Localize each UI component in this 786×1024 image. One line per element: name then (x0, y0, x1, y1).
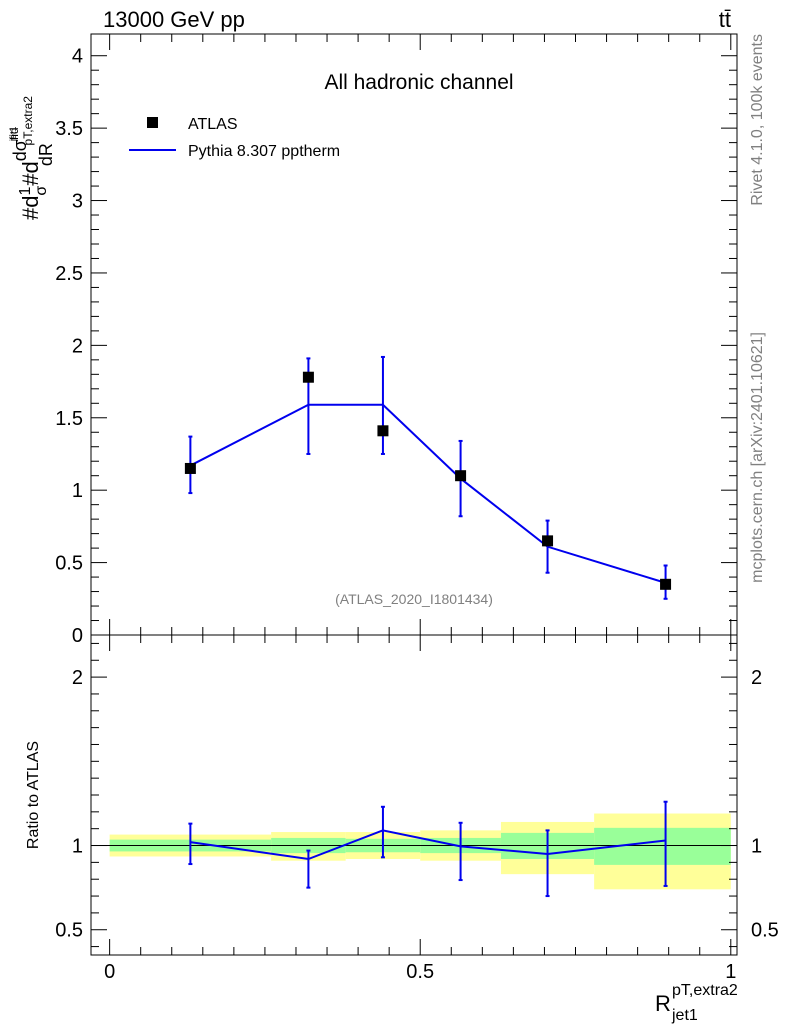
legend-atlas-label: ATLAS (188, 116, 238, 133)
x-axis-ticks: 0 0.5 1 (104, 34, 736, 983)
main-ytick-label-8: 4 (72, 46, 83, 68)
main-series (184, 355, 672, 600)
legend: ATLAS Pythia 8.307 pptherm (129, 116, 340, 160)
ratio-plot-frame (90, 634, 738, 956)
source-label: mcplots.cern.ch [arXiv:2401.10621] (749, 332, 766, 583)
main-ytick-label-0: 0 (72, 625, 83, 647)
atlas-point-0 (184, 462, 196, 474)
chart-title: All hadronic channel (324, 71, 513, 94)
ratio-y-axis-label: Ratio to ATLAS (25, 741, 42, 849)
xtick-label-0: 0 (104, 961, 115, 983)
atlas-point-4 (542, 535, 554, 547)
xtick-label-2: 1 (725, 961, 736, 983)
main-ytick-label-6: 3 (72, 191, 83, 213)
ratio-ytick-label-right-2: 2 (751, 667, 762, 689)
main-ytick-label-3: 1.5 (55, 408, 83, 430)
ratio-series (188, 800, 668, 898)
main-ytick-label-2: 1 (72, 480, 83, 502)
xtick-label-1: 0.5 (406, 961, 434, 983)
ratio-line (190, 829, 666, 861)
atlas-point-5 (660, 578, 672, 590)
svg-text:#d1σ#ddσfidpT,extra2dRjet1: #d1σ#ddσfidpT,extra2dRjet1 (7, 96, 56, 220)
atlas-point-2 (377, 425, 389, 437)
ratio-ytick-label-left-0: 0.5 (55, 920, 83, 942)
process-label: tt̄ (719, 7, 731, 32)
atlas-point-1 (302, 371, 314, 383)
main-ytick-label-1: 0.5 (55, 553, 83, 575)
legend-atlas-marker (147, 117, 158, 128)
pythia-line (189, 403, 666, 584)
energy-label: 13000 GeV pp (103, 7, 245, 32)
ratio-ytick-label-left-1: 1 (72, 836, 83, 858)
svg-text:R: R (655, 991, 671, 1016)
ratio-ytick-label-left-2: 2 (72, 667, 83, 689)
main-ytick-label-5: 2.5 (55, 263, 83, 285)
main-ytick-label-7: 3.5 (55, 118, 83, 140)
main-ytick-label-4: 2 (72, 335, 83, 357)
analysis-id-label: (ATLAS_2020_I1801434) (335, 591, 493, 607)
ratio-ytick-label-right-1: 1 (751, 836, 762, 858)
ratio-uncertainty-bands (91, 813, 737, 890)
svg-text:pT,extra2: pT,extra2 (672, 982, 738, 999)
ratio-ytick-label-right-0: 0.5 (751, 920, 779, 942)
legend-pythia-label: Pythia 8.307 pptherm (188, 143, 340, 160)
main-axis-ticks: 0 0.5 1 1.5 2 2.5 3 3.5 4 (55, 46, 737, 647)
atlas-point-3 (455, 470, 467, 482)
svg-text:jet1: jet1 (671, 1007, 698, 1024)
main-y-axis-label: #d1σ#ddσfidpT,extra2dRjet1 (7, 96, 56, 220)
x-axis-label: R pT,extra2 jet1 (655, 982, 738, 1024)
rivet-version-label: Rivet 4.1.0, 100k events (749, 34, 766, 206)
ratio-axis-ticks: 0.5 0.5 1 1 2 2 (55, 642, 779, 948)
